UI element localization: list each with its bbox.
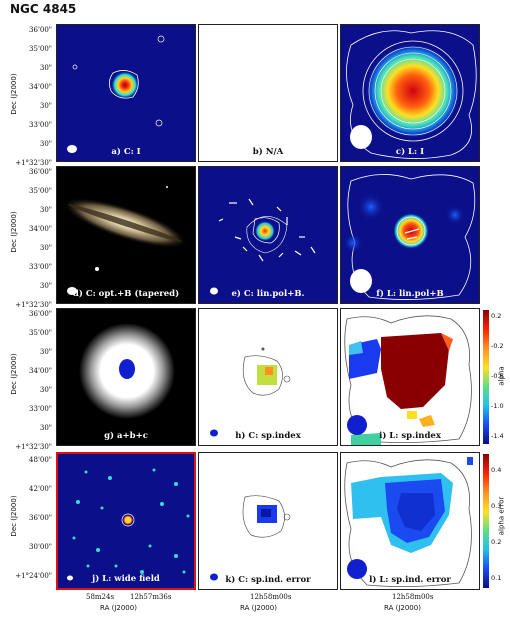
x-tick-label: 58m24s xyxy=(86,593,115,601)
y-tick-label: 30" xyxy=(39,386,52,394)
panel-k-map xyxy=(210,495,291,581)
panel-a: a) C: I xyxy=(56,24,196,162)
panel-j-map xyxy=(67,468,190,581)
panel-f-map xyxy=(343,174,476,300)
panel-d-label: d) C: opt.+B (tapered) xyxy=(72,289,180,299)
panel-c: c) L: I xyxy=(340,24,480,162)
y-tick-label: 36'00" xyxy=(29,168,52,176)
y-tick-label: +1°24'00" xyxy=(15,572,52,580)
x-axis-label-col3: RA (J2000) xyxy=(384,604,421,612)
colorbar-tick-label: 0.1 xyxy=(491,574,502,582)
panel-e-map xyxy=(210,198,316,295)
y-tick-label: 30" xyxy=(39,102,52,110)
panel-h-label: h) C: sp.index xyxy=(235,431,301,441)
colorbar-alpha-error xyxy=(483,454,489,588)
panel-a-map xyxy=(67,35,165,153)
panel-k: k) C: sp.ind. error xyxy=(198,452,338,590)
y-tick-label: 36'00" xyxy=(29,26,52,34)
y-tick-label: 34'00" xyxy=(29,367,52,375)
panel-h: h) C: sp.index xyxy=(198,308,338,446)
x-tick-label: 12h58m00s xyxy=(392,593,434,601)
y-tick-label: 48'00" xyxy=(29,456,52,464)
panel-j: j) L: wide field xyxy=(56,452,196,590)
y-tick-label: 35'00" xyxy=(29,329,52,337)
colorbar-alpha-error-label: alpha error xyxy=(497,496,506,536)
colorbar-alpha-label: alpha xyxy=(497,366,506,386)
colorbar-alpha xyxy=(483,310,489,444)
panel-f: f) L: lin.pol+B xyxy=(340,166,480,304)
panel-c-map xyxy=(346,30,477,159)
y-tick-label: 30" xyxy=(39,282,52,290)
y-tick-label: 30'00" xyxy=(29,543,52,551)
y-tick-label: 30" xyxy=(39,424,52,432)
colorbar-tick-label: -0.6 xyxy=(491,372,504,380)
y-tick-label: 33'00" xyxy=(29,263,52,271)
x-tick-label: 12h58m00s xyxy=(250,593,292,601)
colorbar-tick-label: 0.4 xyxy=(491,466,502,474)
y-tick-label: 33'00" xyxy=(29,405,52,413)
y-tick-label: 36'00" xyxy=(29,514,52,522)
panel-l-label: l) L: sp.ind. error xyxy=(369,575,451,585)
panel-e-label: e) C: lin.pol+B. xyxy=(231,289,305,299)
panel-i: i) L: sp.index xyxy=(340,308,480,446)
panel-k-label: k) C: sp.ind. error xyxy=(225,575,311,585)
panel-e: e) C: lin.pol+B. xyxy=(198,166,338,304)
y-tick-label: +1°32'30" xyxy=(15,159,52,167)
panel-d-image xyxy=(62,186,188,295)
panel-d: d) C: opt.+B (tapered) xyxy=(56,166,196,304)
panel-b: b) N/A xyxy=(198,24,338,162)
panel-i-label: i) L: sp.index xyxy=(379,431,441,441)
colorbar-tick-label: 0.3 xyxy=(491,502,502,510)
y-tick-label: 35'00" xyxy=(29,45,52,53)
y-tick-label: 42'00" xyxy=(29,485,52,493)
y-tick-label: 34'00" xyxy=(29,225,52,233)
y-tick-label: 36'00" xyxy=(29,310,52,318)
colorbar-tick-label: 0.2 xyxy=(491,538,502,546)
panel-g-label: g) a+b+c xyxy=(104,431,148,441)
panel-c-label: c) L: I xyxy=(395,147,425,157)
panel-g-image xyxy=(79,323,175,419)
y-tick-label: 33'00" xyxy=(29,121,52,129)
y-tick-label: +1°32'30" xyxy=(15,301,52,309)
panel-b-label: b) N/A xyxy=(252,147,284,157)
y-axis-label-row1: Dec (J2000) xyxy=(10,73,18,115)
panel-g: g) a+b+c xyxy=(56,308,196,446)
colorbar-tick-label: 0.2 xyxy=(491,312,502,320)
figure-title: NGC 4845 xyxy=(10,2,77,16)
panel-h-map xyxy=(210,347,291,437)
colorbar-tick-label: -1.0 xyxy=(491,402,504,410)
y-tick-label: 30" xyxy=(39,348,52,356)
y-tick-label: 34'00" xyxy=(29,83,52,91)
x-axis-label-col1: RA (J2000) xyxy=(100,604,137,612)
y-tick-label: 35'00" xyxy=(29,187,52,195)
colorbar-tick-label: -1.4 xyxy=(491,432,504,440)
y-tick-label: 30" xyxy=(39,206,52,214)
panel-l: l) L: sp.ind. error xyxy=(340,452,480,590)
colorbar-tick-label: -0.2 xyxy=(491,342,504,350)
panel-j-label: j) L: wide field xyxy=(92,574,160,584)
y-tick-label: +1°32'30" xyxy=(15,443,52,451)
x-axis-label-col2: RA (J2000) xyxy=(240,604,277,612)
y-tick-label: 30" xyxy=(39,64,52,72)
y-tick-label: 30" xyxy=(39,140,52,148)
panel-l-map xyxy=(344,457,473,587)
panel-i-map xyxy=(344,315,472,445)
x-tick-label: 12h57m36s xyxy=(130,593,172,601)
panel-f-label: f) L: lin.pol+B xyxy=(376,289,444,299)
y-tick-label: 30" xyxy=(39,244,52,252)
panel-a-label: a) C: I xyxy=(111,147,141,157)
